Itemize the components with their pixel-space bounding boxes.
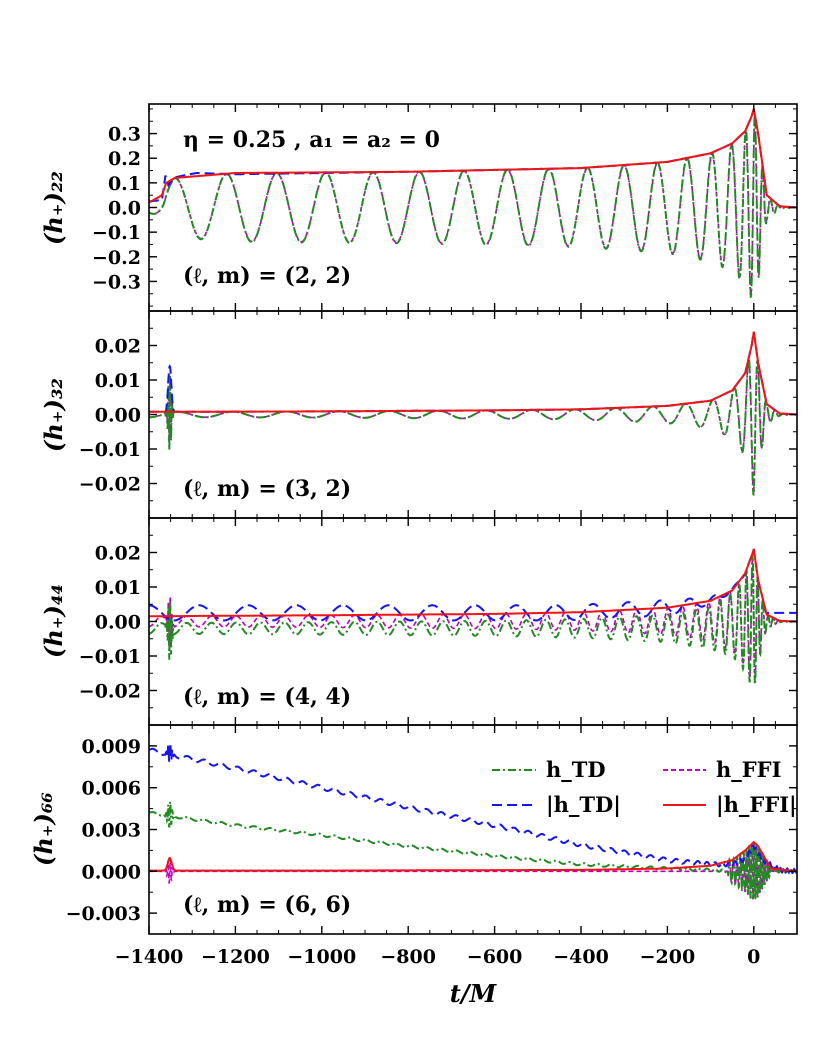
panel-2-ytick-label: 0.01: [95, 577, 141, 599]
panel-3-series-abs-h-ffi: [149, 840, 797, 873]
x-tick-label: −600: [467, 946, 523, 968]
panel-3-ytick-label: 0.009: [82, 736, 142, 758]
x-tick-label: −1200: [201, 946, 270, 968]
panel-1-series: [149, 331, 797, 496]
panel-66-plot-area: [149, 742, 797, 900]
legend-label-abs-h-td: |h_TD|: [546, 792, 621, 817]
panel-2-series-abs-h-td: [149, 548, 797, 622]
panel-32-plot-area: [149, 331, 797, 496]
panel-2-series: [149, 548, 797, 685]
panel-2-ytick-label: 0.02: [95, 543, 141, 565]
panel-3-ytick-label: −0.003: [66, 903, 141, 925]
panel-22: 0.30.2 0.1 0.0−0.1 −0.2−0.3 η = 0.25 , a₁ =…: [39, 103, 798, 312]
panel-44-plot-area: [149, 548, 797, 685]
panel-1-series-h-td: [149, 355, 797, 496]
panel-66-y-label: (h₊)₆₆: [29, 792, 58, 866]
panel-22-y-label: (h₊)₂₂: [39, 171, 68, 245]
panel-3-series: [149, 742, 797, 900]
panel-1-ytick-label: 0.01: [95, 370, 141, 392]
panel-22-mode-label: (ℓ, m) = (2, 2): [183, 263, 351, 289]
panel-32-y-ticks: 0.02 0.01 0.00 −0.01 −0.02: [79, 311, 798, 518]
panel-0-ytick-label: −0.1: [92, 222, 141, 244]
panel-1-series-abs-h-ffi: [149, 331, 797, 416]
legend-label-abs-h-ffi: |h_FFI|: [716, 792, 797, 817]
panel-0-series-h-td: [149, 114, 797, 299]
panel-32-y-label: (h₊)₃₂: [39, 378, 68, 452]
panel-66-mode-label: (ℓ, m) = (6, 6): [183, 892, 351, 918]
panel-22-y-ticks: 0.30.2 0.1 0.0−0.1 −0.2−0.3: [92, 104, 798, 311]
x-tick-label: −400: [553, 946, 609, 968]
panel-0-ytick-label: −0.3: [92, 271, 141, 293]
panel-32-mode-label: (ℓ, m) = (3, 2): [183, 476, 351, 502]
panel-0-series: [149, 108, 797, 299]
panel-3-series-h-td: [149, 801, 797, 900]
panel-0-ytick-label: 0.2: [108, 148, 141, 170]
panel-2-ytick-label: −0.02: [79, 681, 141, 703]
panel-2-series-h-td: [149, 553, 797, 685]
panel-0-ytick-label: 0.0: [108, 198, 141, 220]
panel-3-ytick-label: 0.006: [82, 778, 142, 800]
panel-1-ytick-label: 0.00: [95, 405, 141, 427]
panel-22-plot-area: [149, 108, 797, 299]
legend-label-h-td: h_TD: [546, 757, 606, 782]
x-axis-label: t/M: [450, 979, 498, 1008]
panel-2-series-abs-h-ffi: [149, 548, 797, 623]
panel-1-ytick-label: −0.01: [79, 439, 141, 461]
panel-66-y-ticks: 0.009 0.006 0.003 0.000 −0.003: [66, 725, 798, 934]
panel-44-y-label: (h₊)₄₄: [39, 584, 68, 658]
x-axis-ticks: −1400 −1200 −1000 −800 −600 −400 −200 0: [115, 946, 761, 968]
panel-2-ytick-label: −0.01: [79, 646, 141, 668]
panel-3-ytick-label: 0.003: [82, 820, 142, 842]
panel-1-ytick-label: −0.02: [79, 474, 141, 496]
panel-0-ytick-label: −0.2: [92, 247, 141, 269]
panel-0-ytick-label: 0.3: [108, 124, 141, 146]
panel-0-ytick-label: 0.1: [108, 173, 141, 195]
legend-label-h-ffi: h_FFI: [716, 757, 781, 782]
panel-0-series-abs-h-ffi: [149, 108, 797, 209]
panel-2-ytick-label: 0.00: [95, 612, 141, 634]
panel-44-mode-label: (ℓ, m) = (4, 4): [183, 684, 351, 710]
panel-1-series-h-ffi: [149, 357, 797, 494]
x-tick-label: −800: [380, 946, 436, 968]
x-tick-label: 0: [747, 946, 760, 968]
x-tick-label: −1400: [115, 946, 184, 968]
x-tick-label: −200: [640, 946, 696, 968]
panel-44-y-ticks: 0.02 0.01 0.00 −0.01 −0.02: [79, 518, 798, 725]
parameter-annotation: η = 0.25 , a₁ = a₂ = 0: [183, 127, 440, 153]
panel-66: 0.009 0.006 0.003 0.000 −0.003 (ℓ, m) = (6, …: [29, 724, 798, 935]
panel-1-ytick-label: 0.02: [95, 336, 141, 358]
legend: h_TD h_FFI |h_TD| |h_FFI|: [492, 757, 797, 817]
x-tick-label: −1000: [287, 946, 356, 968]
panel-3-ytick-label: 0.000: [82, 861, 142, 883]
panel-3-series-abs-h-td: [149, 742, 797, 875]
panel-44: 0.02 0.01 0.00 −0.01 −0.02 (ℓ, m) = (4, 4) (…: [39, 517, 798, 726]
